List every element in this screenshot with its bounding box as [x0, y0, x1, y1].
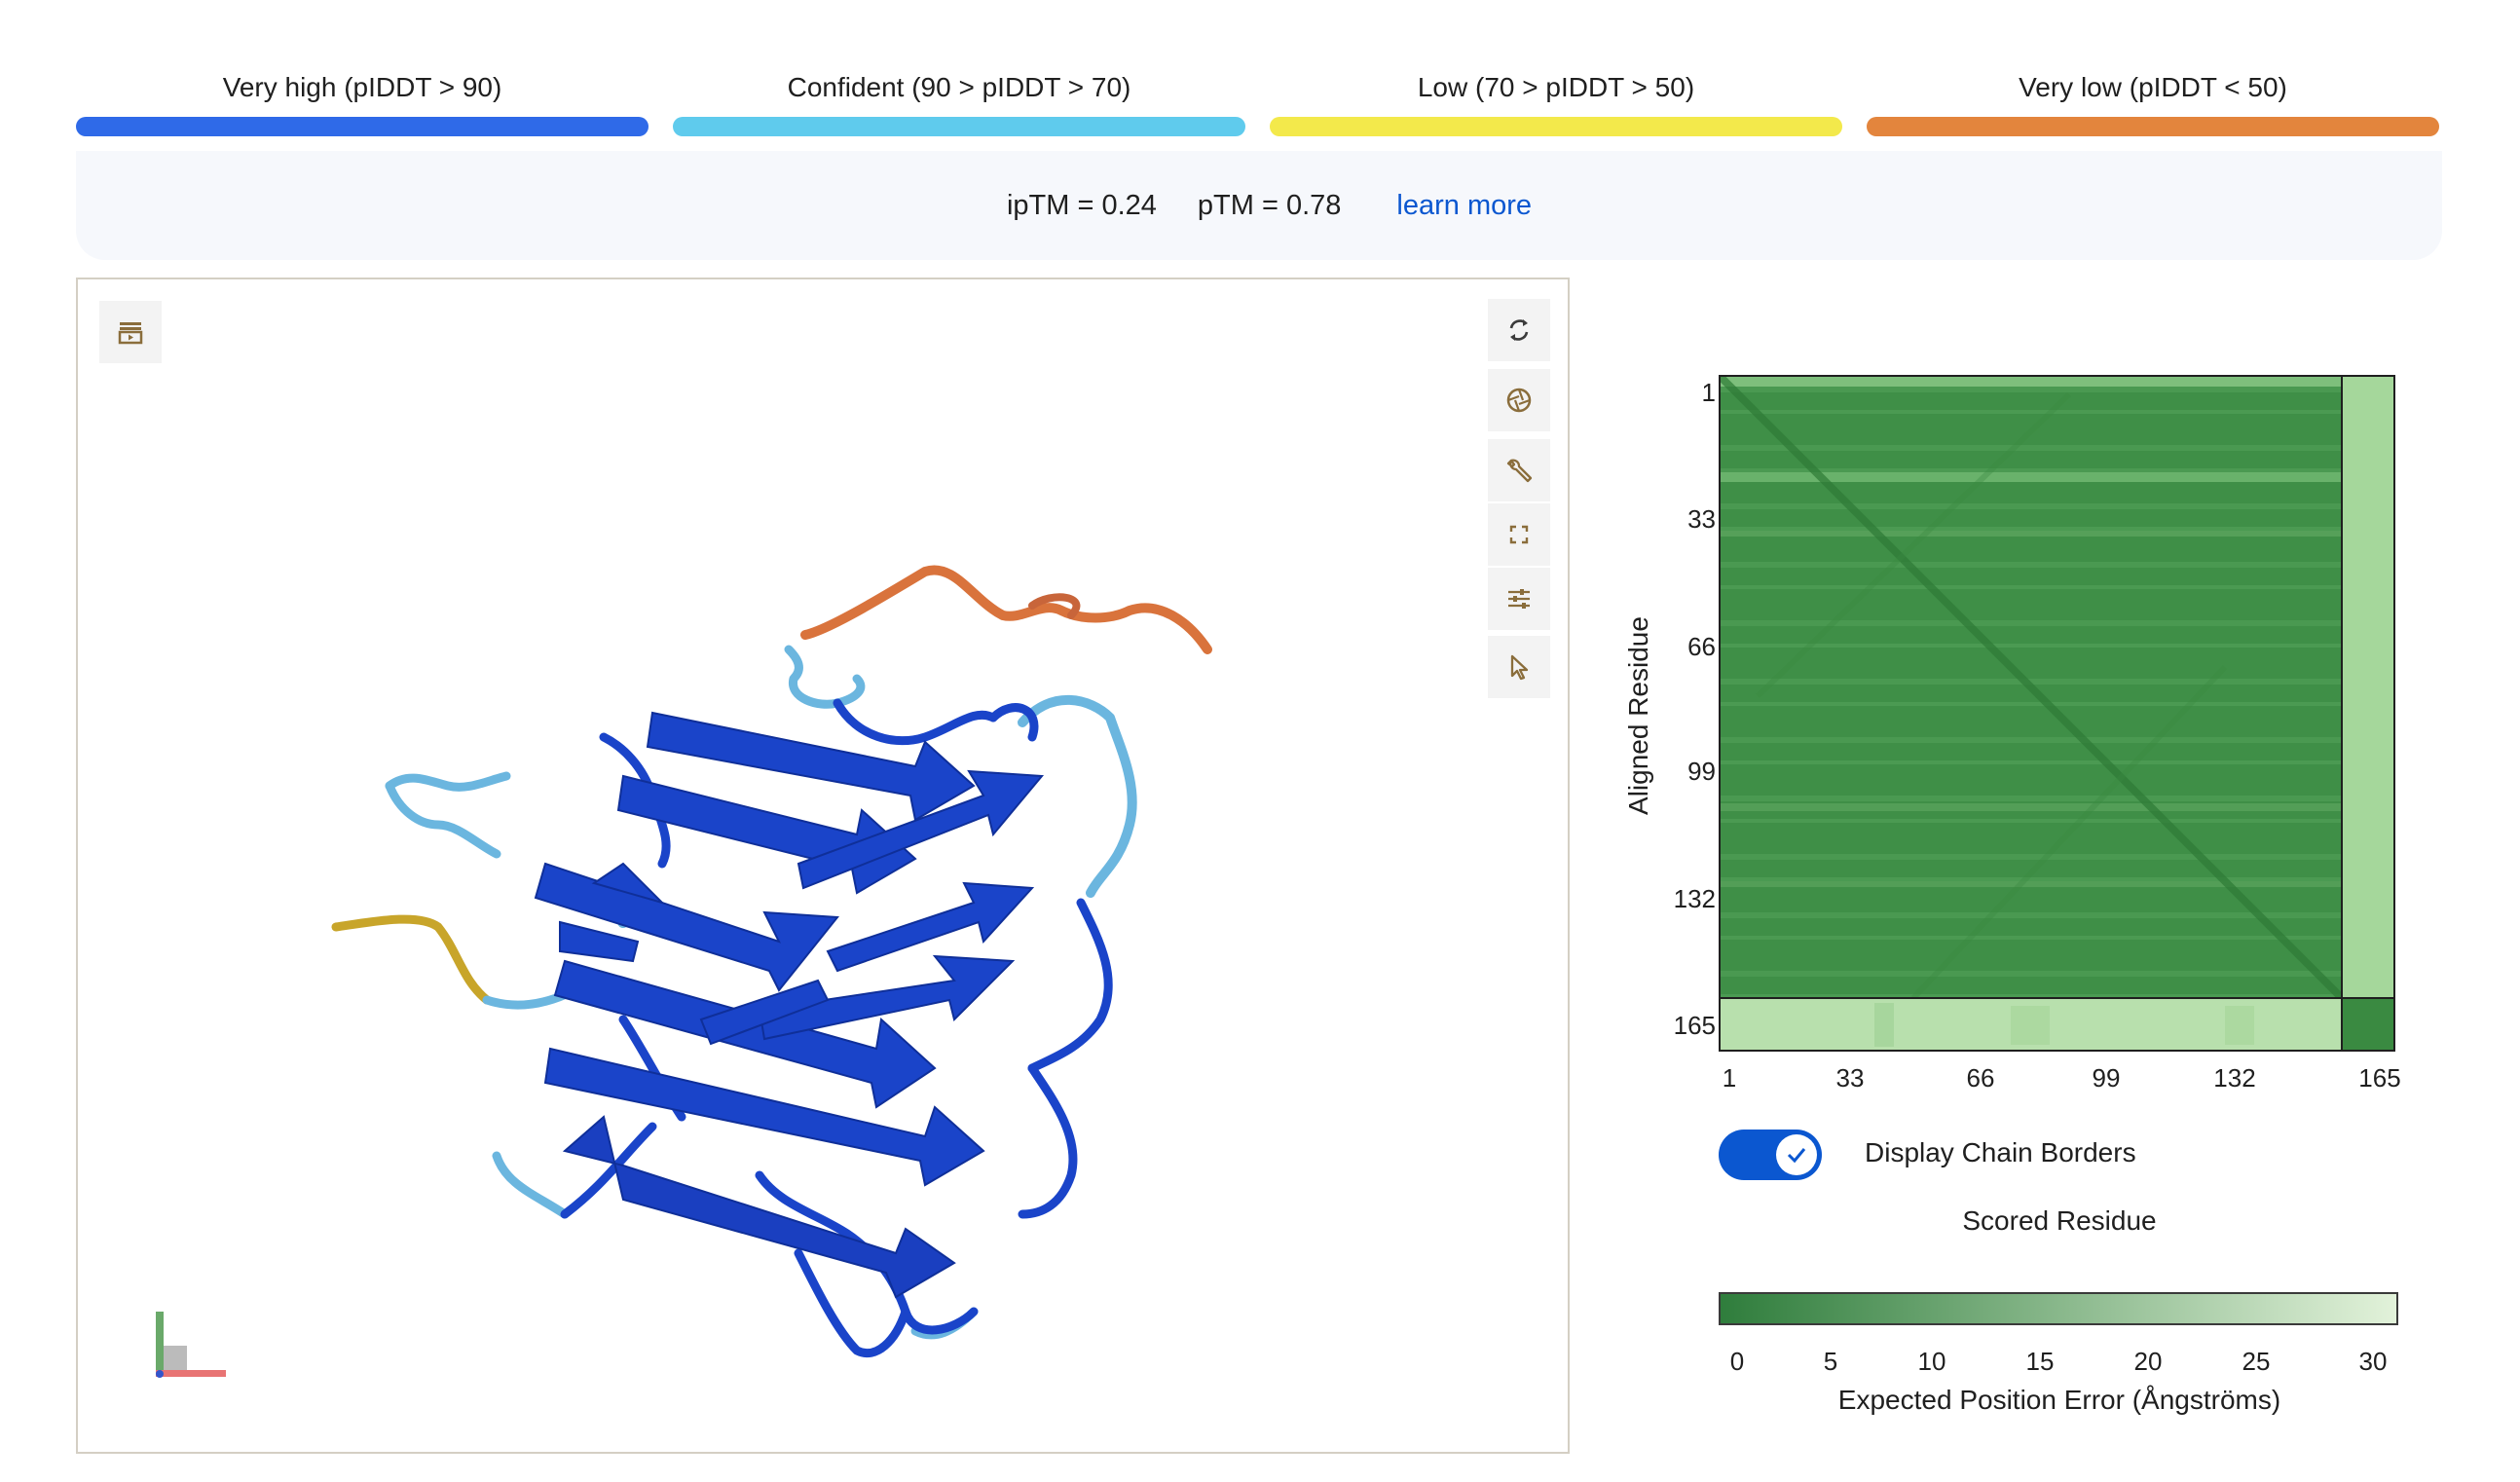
- colorbar-tick: 30: [2358, 1347, 2388, 1376]
- selection-mode-button[interactable]: [1488, 636, 1550, 698]
- y-tick: 165: [1673, 1011, 1716, 1040]
- colorbar-tick: 0: [1729, 1347, 1745, 1376]
- animation-panel-icon: [118, 322, 143, 345]
- legend-bar-confident: [673, 117, 1245, 136]
- x-tick: 165: [2358, 1063, 2401, 1093]
- colorbar-tick: 25: [2242, 1347, 2271, 1376]
- colorbar-tick: 10: [1917, 1347, 1946, 1376]
- iptm-value: ipTM = 0.24: [1006, 189, 1157, 221]
- legend-bar-very-low: [1867, 117, 2439, 136]
- wrench-button[interactable]: [1488, 439, 1550, 501]
- y-tick: 33: [1687, 504, 1716, 534]
- learn-more-link[interactable]: learn more: [1396, 189, 1533, 221]
- legend-very-high: Very high (pIDDT > 90): [76, 68, 649, 136]
- colorbar-label: Expected Position Error (Ångströms): [1837, 1385, 2281, 1415]
- reset-view-icon: [1509, 319, 1529, 341]
- x-tick: 1: [1722, 1063, 1737, 1093]
- legend-low: Low (70 > pIDDT > 50): [1270, 68, 1842, 136]
- pae-heatmap[interactable]: [1719, 375, 2407, 1054]
- pae-y-axis-label: Aligned Residue: [1623, 616, 1653, 815]
- fullscreen-icon: [1509, 525, 1529, 544]
- legend-bar-low: [1270, 117, 1842, 136]
- colorbar-tick: 15: [2025, 1347, 2055, 1376]
- screenshot-button[interactable]: [1488, 369, 1550, 431]
- settings-sliders-icon: [1508, 589, 1530, 609]
- ptm-value: pTM = 0.78: [1197, 189, 1342, 221]
- fullscreen-button[interactable]: [1488, 503, 1550, 566]
- chain-borders-toggle[interactable]: [1719, 1130, 1822, 1180]
- x-tick: 132: [2213, 1063, 2256, 1093]
- y-tick: 1: [1701, 378, 1716, 407]
- confidence-metrics-panel: ipTM = 0.24 pTM = 0.78 learn more: [76, 151, 2442, 260]
- selection-cursor-icon: [1510, 654, 1529, 681]
- legend-label: Very low (pIDDT < 50): [2019, 72, 2287, 102]
- wrench-icon: [1506, 459, 1533, 483]
- checkmark-icon: [1787, 1148, 1806, 1164]
- y-tick: 132: [1673, 884, 1716, 913]
- legend-label: Very high (pIDDT > 90): [222, 72, 502, 102]
- legend-confident: Confident (90 > pIDDT > 70): [673, 68, 1245, 136]
- toggle-knob: [1776, 1134, 1817, 1175]
- x-tick: 99: [2092, 1063, 2121, 1093]
- legend-bar-very-high: [76, 117, 649, 136]
- structure-viewer[interactable]: [76, 278, 1570, 1454]
- colorbar-tick: 5: [1823, 1347, 1838, 1376]
- reset-view-button[interactable]: [1488, 299, 1550, 361]
- chain-borders-label: Display Chain Borders: [1865, 1137, 2136, 1167]
- screenshot-icon: [1506, 388, 1532, 413]
- animation-panel-button[interactable]: [99, 301, 162, 363]
- axis-triad: [156, 1312, 226, 1378]
- y-tick: 66: [1687, 632, 1716, 661]
- y-tick: 99: [1687, 757, 1716, 786]
- protein-structure-render: [156, 565, 1212, 1378]
- x-tick: 66: [1966, 1063, 1995, 1093]
- colorbar-tick: 20: [2133, 1347, 2163, 1376]
- legend-label: Low (70 > pIDDT > 50): [1417, 72, 1695, 102]
- x-tick: 33: [1835, 1063, 1865, 1093]
- pae-colorbar: [1719, 1292, 2398, 1325]
- settings-button[interactable]: [1488, 568, 1550, 630]
- legend-label: Confident (90 > pIDDT > 70): [787, 72, 1131, 102]
- pae-x-axis-label: Scored Residue: [1962, 1205, 2157, 1236]
- legend-very-low: Very low (pIDDT < 50): [1867, 68, 2439, 136]
